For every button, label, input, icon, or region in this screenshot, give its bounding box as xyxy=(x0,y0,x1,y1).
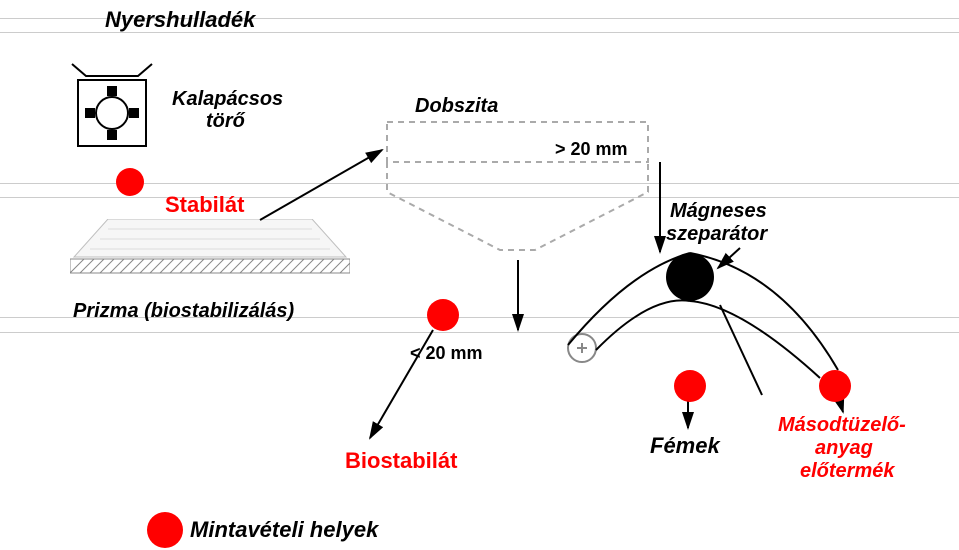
label-masodtuzelo2: anyag xyxy=(815,437,873,460)
label-stabilat: Stabilát xyxy=(165,192,244,218)
label-szeparator: szeparátor xyxy=(666,223,767,246)
label-masodtuzelo3: előtermék xyxy=(800,460,895,483)
label-kalapacsos: Kalapácsos xyxy=(172,88,283,111)
label-magneses: Mágneses xyxy=(670,200,767,223)
label-mintaveteli: Mintavételi helyek xyxy=(190,517,378,543)
label-prizma: Prizma (biostabilizálás) xyxy=(73,300,294,323)
label-toro: törő xyxy=(206,110,245,133)
hammer-mill-icon xyxy=(66,62,158,162)
label-masodtuzelo1: Másodtüzelő- xyxy=(778,414,906,437)
label-femek: Fémek xyxy=(650,433,720,459)
sample-point-icon xyxy=(819,370,851,402)
label-dobszita: Dobszita xyxy=(415,95,498,118)
label-lt20: < 20 mm xyxy=(410,343,483,364)
label-biostabilat: Biostabilát xyxy=(345,448,457,474)
sample-point-icon xyxy=(427,299,459,331)
label-nyershulladek: Nyershulladék xyxy=(105,7,255,33)
sample-point-legend-icon xyxy=(147,512,183,548)
sample-point-icon xyxy=(674,370,706,402)
pile-icon xyxy=(70,219,350,279)
dobszita-icon xyxy=(385,120,650,260)
sample-point-icon xyxy=(116,168,144,196)
